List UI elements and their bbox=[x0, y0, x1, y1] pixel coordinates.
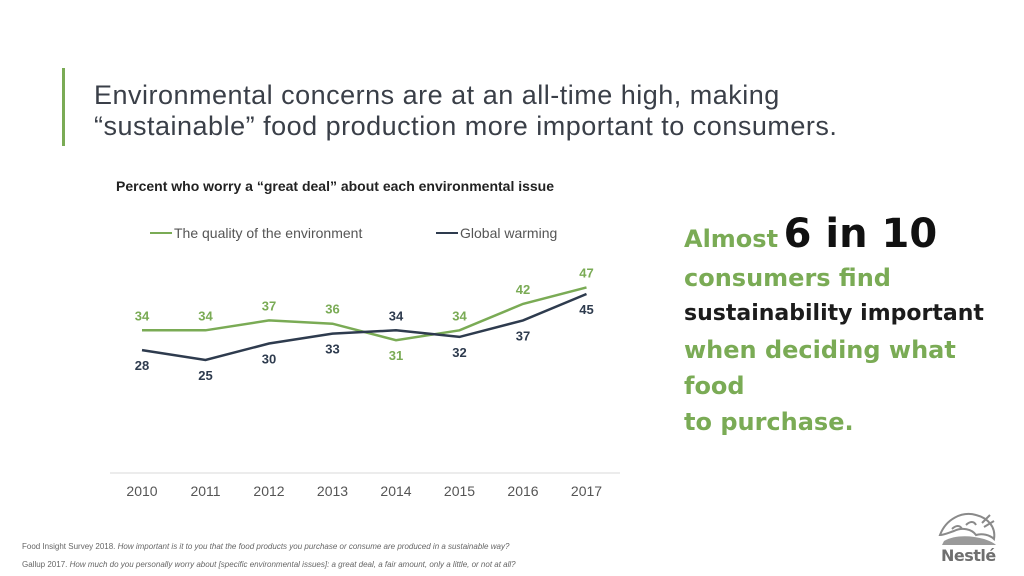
x-tick-label: 2010 bbox=[126, 483, 157, 499]
data-label-global-warming: 32 bbox=[452, 345, 466, 360]
slide-title-line-1: Environmental concerns are at an all-tim… bbox=[94, 80, 780, 110]
footnote-1-source: Food Insight Survey 2018. bbox=[22, 542, 116, 551]
x-tick-label: 2016 bbox=[507, 483, 538, 499]
callout-line-4: to purchase. bbox=[684, 408, 854, 436]
x-tick-label: 2013 bbox=[317, 483, 348, 499]
callout-line-3: when deciding what food bbox=[684, 336, 956, 400]
footnote-2: Gallup 2017. How much do you personally … bbox=[22, 560, 516, 569]
nestle-wordmark: Nestlé bbox=[941, 546, 996, 565]
nest-birds-icon bbox=[938, 513, 996, 545]
data-label-environment: 37 bbox=[262, 298, 276, 313]
legend-swatch-global-warming bbox=[436, 232, 458, 234]
slide-title-line-2: “sustainable” food production more impor… bbox=[94, 111, 838, 141]
footnote-1: Food Insight Survey 2018. How important … bbox=[22, 542, 509, 551]
callout-stat: 6 in 10 bbox=[783, 211, 938, 257]
stat-callout: Almost 6 in 10 consumers find sustainabi… bbox=[684, 210, 1014, 440]
legend-item-environment: The quality of the environment bbox=[150, 225, 362, 241]
data-label-global-warming: 33 bbox=[325, 342, 339, 357]
chart-legend: The quality of the environment Global wa… bbox=[150, 225, 630, 245]
footnote-2-question: How much do you personally worry about [… bbox=[69, 560, 516, 569]
data-label-global-warming: 30 bbox=[262, 352, 276, 367]
data-label-global-warming: 25 bbox=[198, 368, 212, 383]
footnote-2-source: Gallup 2017. bbox=[22, 560, 68, 569]
chart-title: Percent who worry a “great deal” about e… bbox=[116, 178, 555, 194]
legend-swatch-environment bbox=[150, 232, 172, 234]
data-label-environment: 34 bbox=[198, 308, 213, 323]
line-chart: 2010 2011 2012 2013 2014 2015 2016 2017 34 34 37 36… bbox=[110, 265, 620, 499]
footnote-1-question: How important is it to you that the food… bbox=[117, 542, 510, 551]
data-label-global-warming: 28 bbox=[135, 358, 149, 373]
callout-line-1: consumers find bbox=[684, 264, 891, 292]
legend-label-environment: The quality of the environment bbox=[174, 225, 363, 241]
data-label-environment: 42 bbox=[516, 282, 530, 297]
callout-prefix: Almost bbox=[684, 225, 779, 253]
series-line-global-warming bbox=[141, 292, 587, 362]
data-label-environment: 36 bbox=[325, 302, 339, 317]
data-label-environment: 31 bbox=[389, 348, 403, 363]
slide-title: Environmental concerns are at an all-tim… bbox=[94, 80, 994, 142]
x-tick-label: 2014 bbox=[380, 483, 411, 499]
title-accent-bar bbox=[62, 68, 65, 146]
data-label-global-warming: 37 bbox=[516, 328, 530, 343]
data-label-global-warming: 45 bbox=[579, 302, 593, 317]
x-tick-label: 2015 bbox=[444, 483, 475, 499]
x-tick-label: 2017 bbox=[571, 483, 602, 499]
data-label-environment: 47 bbox=[579, 265, 593, 280]
legend-item-global-warming: Global warming bbox=[436, 225, 557, 241]
x-tick-label: 2011 bbox=[190, 483, 220, 499]
data-label-environment: 34 bbox=[452, 308, 467, 323]
legend-label-global-warming: Global warming bbox=[460, 225, 558, 241]
x-tick-label: 2012 bbox=[253, 483, 284, 499]
data-label-environment: 34 bbox=[135, 308, 150, 323]
callout-line-2: sustainability important bbox=[684, 301, 984, 326]
data-label-global-warming: 34 bbox=[389, 308, 404, 323]
